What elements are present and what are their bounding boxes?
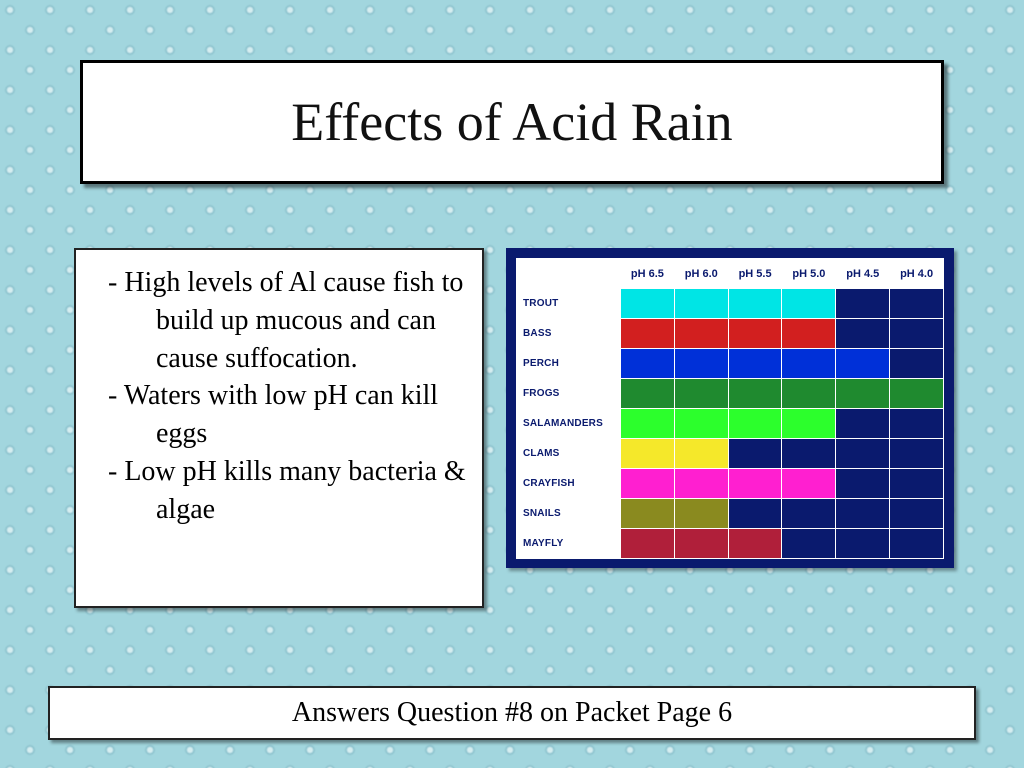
chart-cell <box>836 409 890 439</box>
chart-cell <box>621 289 675 319</box>
chart-cell <box>890 349 944 379</box>
chart-cell <box>621 439 675 469</box>
ph-chart-table: pH 6.5 pH 6.0 pH 5.5 pH 5.0 pH 4.5 pH 4.… <box>516 258 944 559</box>
title-panel: Effects of Acid Rain <box>80 60 944 184</box>
chart-row-label: TROUT <box>517 289 621 319</box>
chart-cell <box>890 379 944 409</box>
content-row: - High levels of Al cause fish to build … <box>74 248 954 618</box>
chart-cell <box>674 289 728 319</box>
chart-col-header: pH 5.0 <box>782 259 836 289</box>
chart-col-header: pH 5.5 <box>728 259 782 289</box>
chart-row-label: BASS <box>517 319 621 349</box>
chart-row-label: CRAYFISH <box>517 469 621 499</box>
chart-cell <box>621 499 675 529</box>
chart-row-label: PERCH <box>517 349 621 379</box>
chart-cell <box>890 439 944 469</box>
chart-cell <box>782 409 836 439</box>
chart-cell <box>621 379 675 409</box>
chart-col-header: pH 4.0 <box>890 259 944 289</box>
chart-col-header: pH 6.5 <box>621 259 675 289</box>
chart-cell <box>674 469 728 499</box>
chart-cell <box>728 439 782 469</box>
chart-col-header: pH 4.5 <box>836 259 890 289</box>
bullet-item: - High levels of Al cause fish to build … <box>90 264 468 377</box>
footer-panel: Answers Question #8 on Packet Page 6 <box>48 686 976 740</box>
chart-row-label: SNAILS <box>517 499 621 529</box>
chart-cell <box>674 439 728 469</box>
chart-row: PERCH <box>517 349 944 379</box>
chart-cell <box>782 529 836 559</box>
chart-cell <box>782 289 836 319</box>
chart-cell <box>836 439 890 469</box>
chart-row: FROGS <box>517 379 944 409</box>
bullet-item: - Low pH kills many bacteria & algae <box>90 453 468 529</box>
chart-cell <box>674 529 728 559</box>
chart-cell <box>728 499 782 529</box>
chart-cell <box>836 319 890 349</box>
bullet-item: - Waters with low pH can kill eggs <box>90 377 468 453</box>
chart-cell <box>890 289 944 319</box>
chart-row-label: MAYFLY <box>517 529 621 559</box>
chart-cell <box>621 529 675 559</box>
chart-cell <box>728 349 782 379</box>
chart-row: MAYFLY <box>517 529 944 559</box>
chart-cell <box>836 469 890 499</box>
chart-cell <box>836 349 890 379</box>
chart-cell <box>782 319 836 349</box>
chart-cell <box>621 469 675 499</box>
chart-cell <box>728 469 782 499</box>
chart-row: CRAYFISH <box>517 469 944 499</box>
chart-row: BASS <box>517 319 944 349</box>
chart-row: CLAMS <box>517 439 944 469</box>
chart-row: SNAILS <box>517 499 944 529</box>
chart-cell <box>674 499 728 529</box>
chart-cell <box>890 319 944 349</box>
chart-row-label: CLAMS <box>517 439 621 469</box>
chart-cell <box>674 409 728 439</box>
chart-cell <box>621 409 675 439</box>
chart-cell <box>890 499 944 529</box>
chart-cell <box>782 379 836 409</box>
chart-cell <box>621 349 675 379</box>
chart-cell <box>782 469 836 499</box>
chart-cell <box>728 289 782 319</box>
chart-cell <box>674 349 728 379</box>
chart-cell <box>621 319 675 349</box>
chart-row: SALAMANDERS <box>517 409 944 439</box>
chart-cell <box>728 409 782 439</box>
chart-cell <box>836 499 890 529</box>
chart-cell <box>782 349 836 379</box>
slide-title: Effects of Acid Rain <box>291 91 732 153</box>
chart-row-label: SALAMANDERS <box>517 409 621 439</box>
chart-cell <box>782 499 836 529</box>
chart-cell <box>836 529 890 559</box>
chart-header-row: pH 6.5 pH 6.0 pH 5.5 pH 5.0 pH 4.5 pH 4.… <box>517 259 944 289</box>
chart-col-header: pH 6.0 <box>674 259 728 289</box>
chart-row-label: FROGS <box>517 379 621 409</box>
chart-cell <box>728 319 782 349</box>
chart-cell <box>890 409 944 439</box>
chart-cell <box>836 289 890 319</box>
chart-corner-cell <box>517 259 621 289</box>
footer-text: Answers Question #8 on Packet Page 6 <box>292 697 732 729</box>
chart-row: TROUT <box>517 289 944 319</box>
bullet-panel: - High levels of Al cause fish to build … <box>74 248 484 608</box>
chart-cell <box>728 379 782 409</box>
chart-cell <box>674 319 728 349</box>
chart-cell <box>890 469 944 499</box>
chart-cell <box>836 379 890 409</box>
chart-cell <box>890 529 944 559</box>
chart-cell <box>674 379 728 409</box>
chart-cell <box>782 439 836 469</box>
chart-cell <box>728 529 782 559</box>
ph-tolerance-chart: pH 6.5 pH 6.0 pH 5.5 pH 5.0 pH 4.5 pH 4.… <box>506 248 954 568</box>
